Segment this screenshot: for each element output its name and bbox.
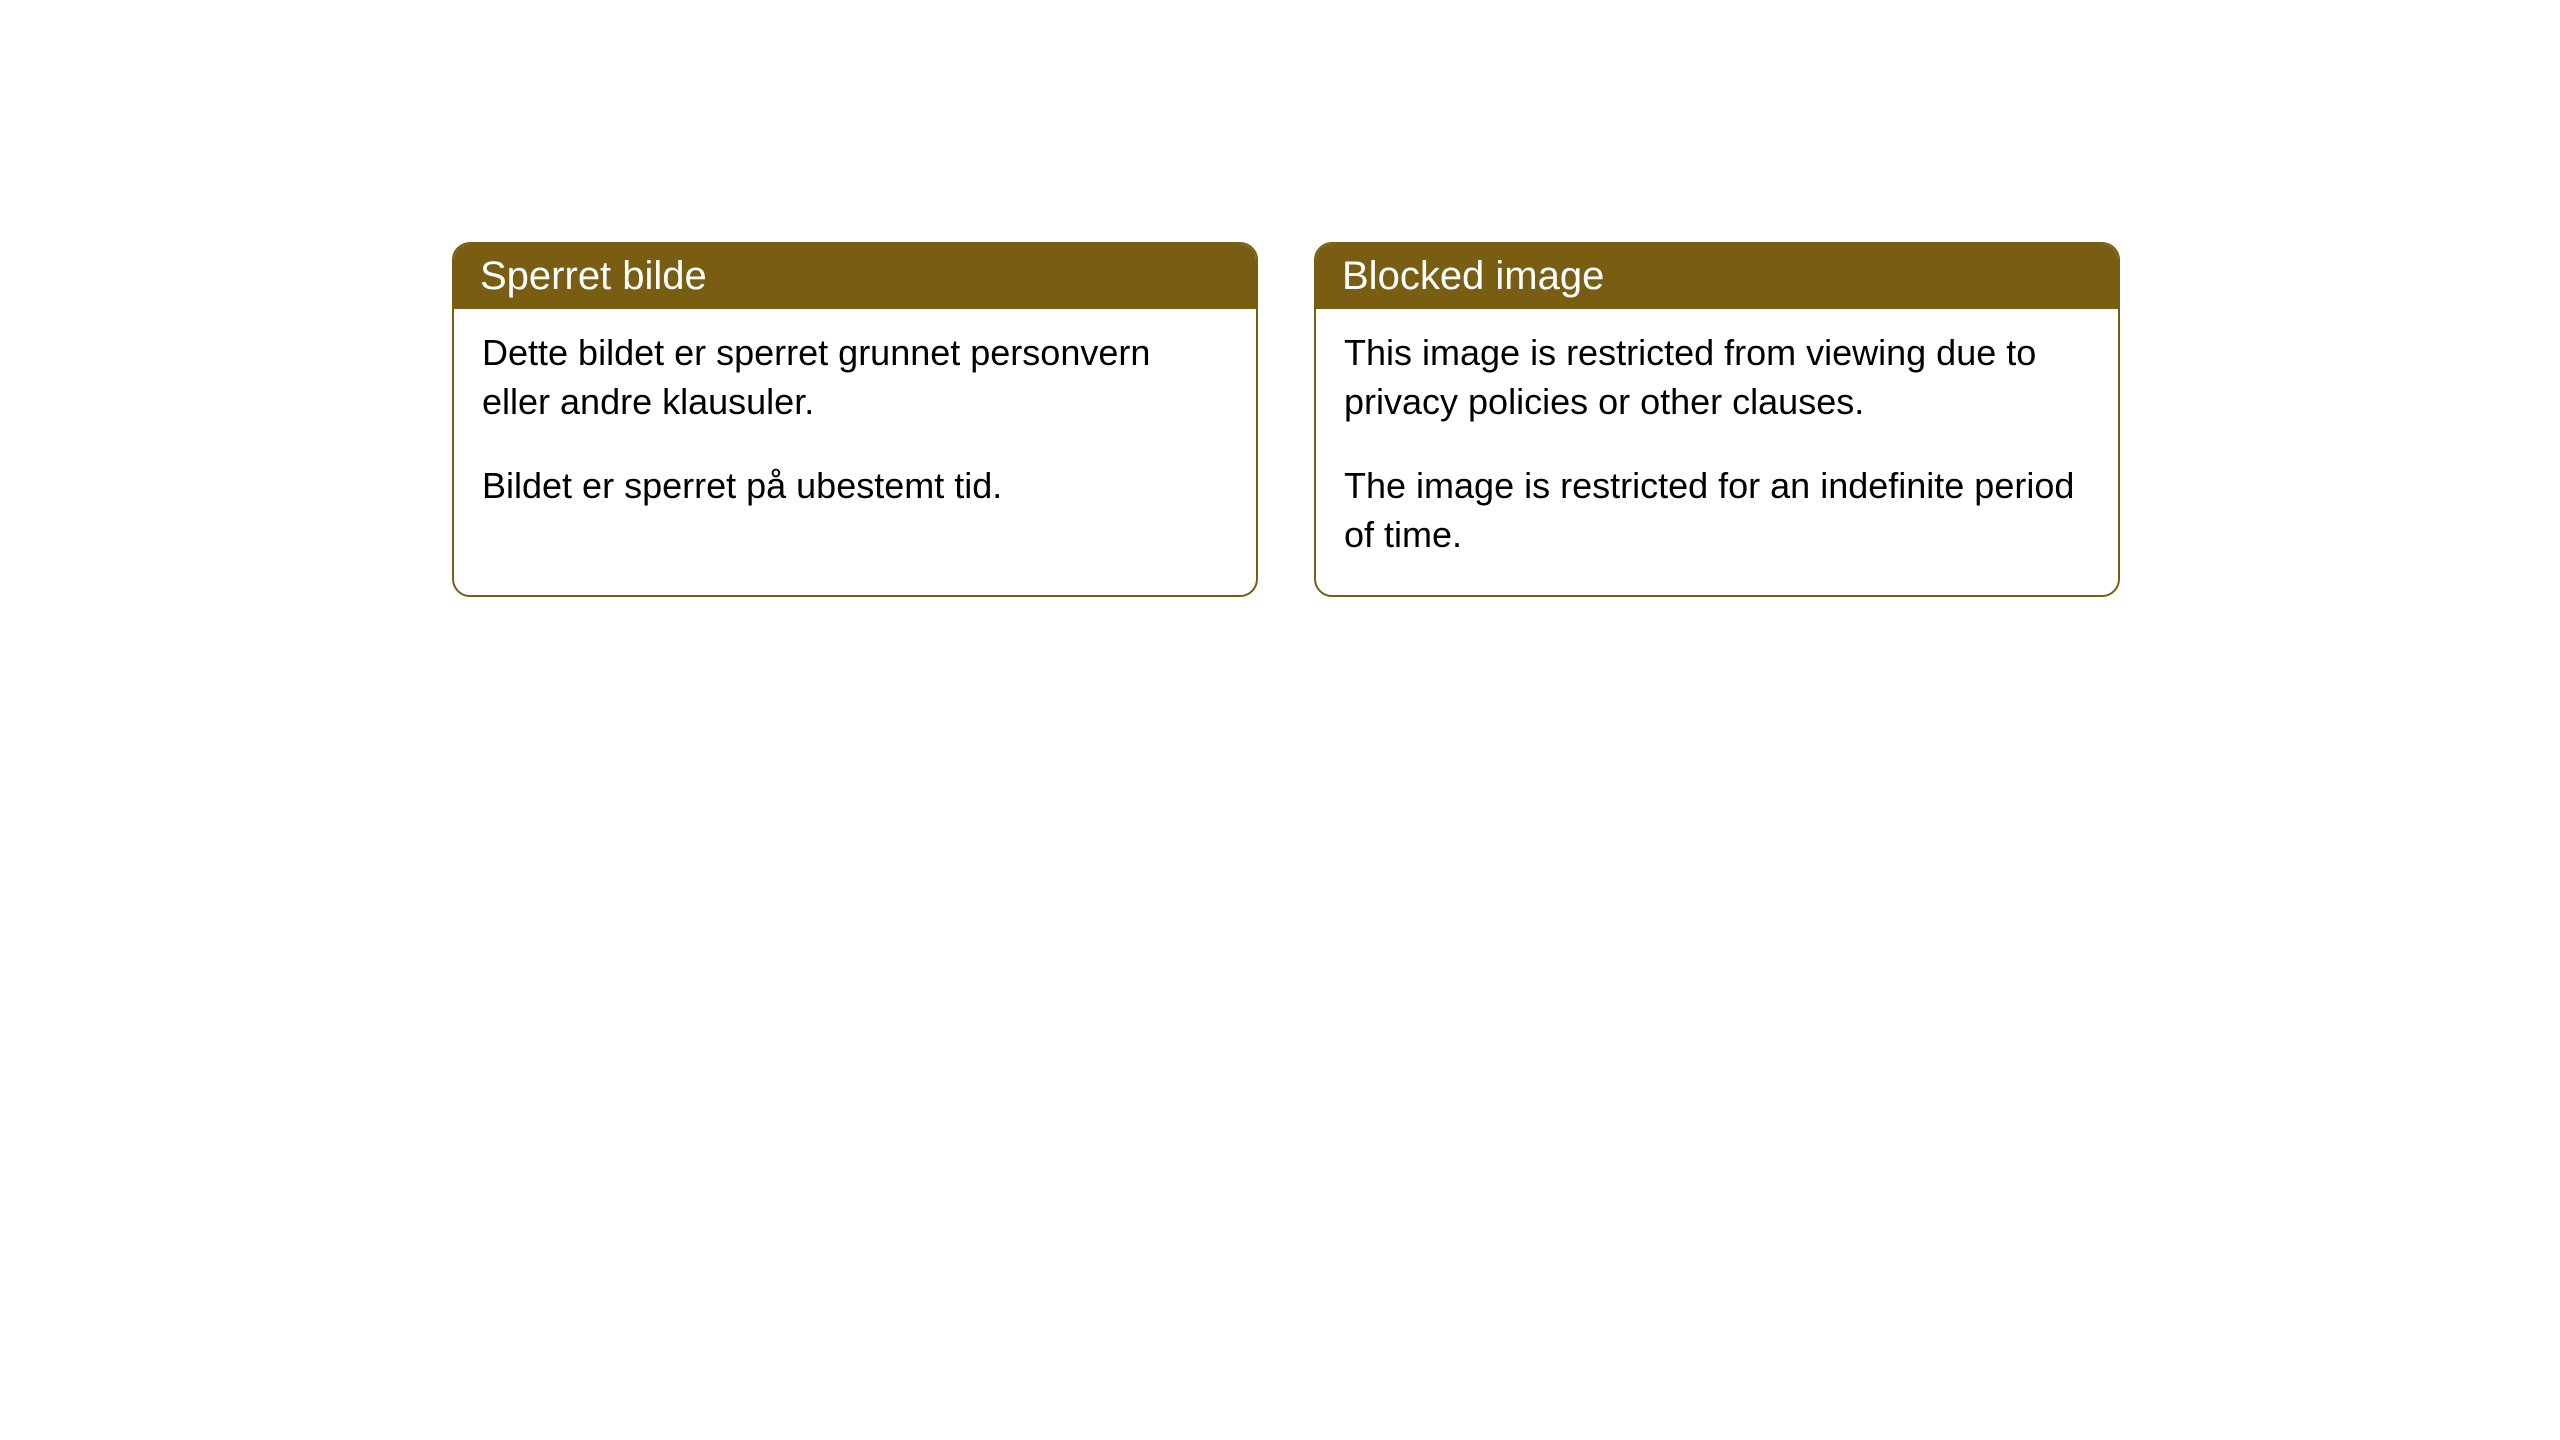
card-paragraph-1-english: This image is restricted from viewing du…	[1344, 329, 2090, 426]
card-title-norwegian: Sperret bilde	[480, 254, 707, 298]
notice-card-english: Blocked image This image is restricted f…	[1314, 242, 2120, 597]
card-title-english: Blocked image	[1342, 254, 1604, 298]
card-paragraph-1-norwegian: Dette bildet er sperret grunnet personve…	[482, 329, 1228, 426]
notice-container: Sperret bilde Dette bildet er sperret gr…	[0, 0, 2560, 597]
card-paragraph-2-norwegian: Bildet er sperret på ubestemt tid.	[482, 462, 1228, 511]
card-body-english: This image is restricted from viewing du…	[1316, 309, 2118, 595]
card-header-english: Blocked image	[1316, 244, 2118, 309]
card-body-norwegian: Dette bildet er sperret grunnet personve…	[454, 309, 1256, 547]
notice-card-norwegian: Sperret bilde Dette bildet er sperret gr…	[452, 242, 1258, 597]
card-header-norwegian: Sperret bilde	[454, 244, 1256, 309]
card-paragraph-2-english: The image is restricted for an indefinit…	[1344, 462, 2090, 559]
